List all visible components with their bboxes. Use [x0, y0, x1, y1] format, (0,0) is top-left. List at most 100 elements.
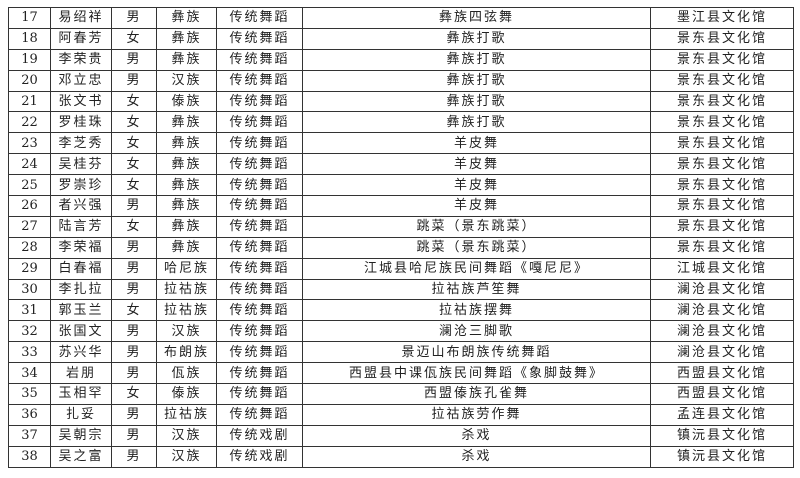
inheritor-name: 白春福 — [50, 257, 112, 280]
gender: 男 — [111, 7, 157, 29]
category: 传统舞蹈 — [216, 153, 303, 176]
inheritor-name: 张文书 — [50, 90, 112, 113]
project-name: 彝族打歌 — [302, 90, 651, 113]
inheritor-name: 邓立忠 — [50, 69, 112, 92]
protection-unit: 墨江县文化馆 — [650, 7, 794, 29]
project-name: 拉祜族摆舞 — [302, 299, 651, 322]
row-number: 21 — [8, 90, 51, 113]
inheritor-name: 者兴强 — [50, 195, 112, 217]
gender: 女 — [111, 111, 157, 134]
gender: 男 — [111, 257, 157, 280]
project-name: 西盟县中课佤族民间舞蹈《象脚鼓舞》 — [302, 362, 651, 385]
protection-unit: 镇沅县文化馆 — [650, 424, 794, 447]
ethnicity: 彝族 — [156, 7, 217, 29]
table-row: 31 郭玉兰女拉祜族 传统舞蹈 拉祜族摆舞 澜沧县文化馆 — [8, 299, 794, 322]
inheritor-name: 陆言芳 — [50, 215, 112, 238]
ethnicity: 汉族 — [156, 424, 217, 447]
project-name: 彝族打歌 — [302, 27, 651, 50]
category: 传统舞蹈 — [216, 236, 303, 259]
gender: 男 — [111, 320, 157, 343]
protection-unit: 孟连县文化馆 — [650, 403, 794, 426]
table-row: 29 白春福男哈尼族 传统舞蹈 江城县哈尼族民间舞蹈《嘎尼尼》 江城县文化馆 — [8, 257, 794, 280]
category: 传统舞蹈 — [216, 278, 303, 301]
category: 传统舞蹈 — [216, 111, 303, 134]
ethnicity: 彝族 — [156, 215, 217, 238]
ethnicity: 汉族 — [156, 445, 217, 468]
row-number: 22 — [8, 111, 51, 134]
row-number: 35 — [8, 383, 51, 405]
ethnicity: 彝族 — [156, 174, 217, 197]
gender: 男 — [111, 362, 157, 385]
table-row: 19 李荣贵男彝族 传统舞蹈 彝族打歌 景东县文化馆 — [8, 48, 794, 71]
gender: 男 — [111, 278, 157, 301]
row-number: 19 — [8, 48, 51, 71]
ethnicity: 彝族 — [156, 48, 217, 71]
row-number: 38 — [8, 445, 51, 468]
row-number: 23 — [8, 132, 51, 155]
table-row: 37 吴朝宗男汉族 传统戏剧 杀戏 镇沅县文化馆 — [8, 424, 794, 447]
inheritor-name: 郭玉兰 — [50, 299, 112, 322]
inheritor-name: 玉相罕 — [50, 383, 112, 405]
ethnicity: 布朗族 — [156, 341, 217, 364]
protection-unit: 澜沧县文化馆 — [650, 341, 794, 364]
protection-unit: 景东县文化馆 — [650, 153, 794, 176]
project-name: 拉祜族劳作舞 — [302, 403, 651, 426]
ethnicity: 傣族 — [156, 383, 217, 405]
gender: 男 — [111, 403, 157, 426]
protection-unit: 景东县文化馆 — [650, 48, 794, 71]
gender: 女 — [111, 27, 157, 50]
table-row: 23 李芝秀女彝族 传统舞蹈 羊皮舞 景东县文化馆 — [8, 132, 794, 155]
protection-unit: 镇沅县文化馆 — [650, 445, 794, 468]
table-row: 32 张国文男汉族 传统舞蹈 澜沧三脚歌 澜沧县文化馆 — [8, 320, 794, 343]
project-name: 澜沧三脚歌 — [302, 320, 651, 343]
table-row: 18 阿春芳女彝族 传统舞蹈 彝族打歌 景东县文化馆 — [8, 27, 794, 50]
row-number: 26 — [8, 195, 51, 217]
ethnicity: 彝族 — [156, 153, 217, 176]
row-number: 18 — [8, 27, 51, 50]
gender: 女 — [111, 215, 157, 238]
row-number: 29 — [8, 257, 51, 280]
ethnicity: 彝族 — [156, 236, 217, 259]
gender: 女 — [111, 153, 157, 176]
inheritor-name: 吴朝宗 — [50, 424, 112, 447]
category: 传统舞蹈 — [216, 195, 303, 217]
gender: 男 — [111, 341, 157, 364]
protection-unit: 澜沧县文化馆 — [650, 278, 794, 301]
category: 传统舞蹈 — [216, 362, 303, 385]
category: 传统舞蹈 — [216, 215, 303, 238]
gender: 男 — [111, 445, 157, 468]
ethnicity: 哈尼族 — [156, 257, 217, 280]
table-row: 21 张文书女傣族 传统舞蹈 彝族打歌 景东县文化馆 — [8, 90, 794, 113]
table-row: 30 李扎拉男拉祜族 传统舞蹈 拉祜族芦笙舞 澜沧县文化馆 — [8, 278, 794, 301]
table-row: 25 罗崇珍女彝族 传统舞蹈 羊皮舞 景东县文化馆 — [8, 174, 794, 197]
row-number: 24 — [8, 153, 51, 176]
protection-unit: 景东县文化馆 — [650, 111, 794, 134]
category: 传统舞蹈 — [216, 383, 303, 405]
inheritor-name: 扎妥 — [50, 403, 112, 426]
ethnicity: 彝族 — [156, 132, 217, 155]
ethnicity: 拉祜族 — [156, 403, 217, 426]
table-row: 28 李荣福男彝族 传统舞蹈 跳菜（景东跳菜） 景东县文化馆 — [8, 236, 794, 259]
ethnicity: 汉族 — [156, 69, 217, 92]
table-row: 17 易绍祥男彝族 传统舞蹈 彝族四弦舞 墨江县文化馆 — [8, 7, 794, 29]
row-number: 20 — [8, 69, 51, 92]
table-row: 33 苏兴华男布朗族 传统舞蹈 景迈山布朗族传统舞蹈 澜沧县文化馆 — [8, 341, 794, 364]
inheritor-name: 李荣福 — [50, 236, 112, 259]
row-number: 28 — [8, 236, 51, 259]
gender: 女 — [111, 132, 157, 155]
table-row: 24 吴桂芬女彝族 传统舞蹈 羊皮舞 景东县文化馆 — [8, 153, 794, 176]
project-name: 羊皮舞 — [302, 153, 651, 176]
category: 传统戏剧 — [216, 424, 303, 447]
ethnicity: 佤族 — [156, 362, 217, 385]
protection-unit: 景东县文化馆 — [650, 27, 794, 50]
gender: 男 — [111, 48, 157, 71]
table-row: 26 者兴强男彝族 传统舞蹈 羊皮舞 景东县文化馆 — [8, 195, 794, 217]
project-name: 羊皮舞 — [302, 195, 651, 217]
inheritor-name: 罗崇珍 — [50, 174, 112, 197]
table-row: 27 陆言芳女彝族 传统舞蹈 跳菜（景东跳菜） 景东县文化馆 — [8, 215, 794, 238]
inheritor-name: 罗桂珠 — [50, 111, 112, 134]
project-name: 彝族打歌 — [302, 111, 651, 134]
category: 传统舞蹈 — [216, 7, 303, 29]
project-name: 景迈山布朗族传统舞蹈 — [302, 341, 651, 364]
inheritor-name: 吴桂芬 — [50, 153, 112, 176]
